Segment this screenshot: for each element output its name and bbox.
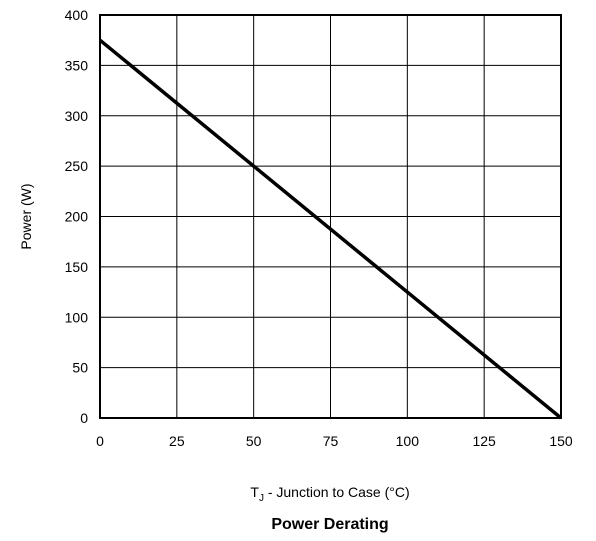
grid-layer: [99, 14, 562, 419]
x-tick-label-25: 25: [169, 433, 185, 449]
y-tick-label-350: 350: [65, 57, 89, 73]
x-tick-label-0: 0: [96, 433, 104, 449]
plot-frame: [99, 14, 562, 419]
x-tick-label-150: 150: [549, 433, 573, 449]
x-axis-label-subscript: J: [259, 493, 264, 504]
x-axis-label-rest: - Junction to Case (°C): [264, 484, 410, 500]
x-tick-label-75: 75: [323, 433, 339, 449]
x-axis-label: TJ - Junction to Case (°C): [250, 484, 409, 504]
y-tick-label-200: 200: [65, 209, 89, 225]
y-tick-labels: 0 50 100 150 200 250 300 350 400: [65, 7, 89, 426]
y-tick-label-0: 0: [80, 410, 88, 426]
y-tick-label-400: 400: [65, 7, 89, 23]
y-axis-label: Power (W): [18, 183, 34, 249]
y-tick-label-300: 300: [65, 108, 89, 124]
y-tick-label-50: 50: [72, 360, 88, 376]
x-tick-labels: 0 25 50 75 100 125 150: [96, 433, 573, 449]
x-tick-label-125: 125: [472, 433, 496, 449]
y-tick-label-150: 150: [65, 259, 89, 275]
y-tick-label-250: 250: [65, 158, 89, 174]
x-tick-label-50: 50: [246, 433, 262, 449]
y-tick-label-100: 100: [65, 309, 89, 325]
x-tick-label-100: 100: [396, 433, 420, 449]
series-line-0: [98, 38, 563, 420]
series-layer: [98, 38, 563, 420]
x-axis-label-main: T: [250, 484, 259, 500]
chart-title: Power Derating: [271, 516, 388, 533]
